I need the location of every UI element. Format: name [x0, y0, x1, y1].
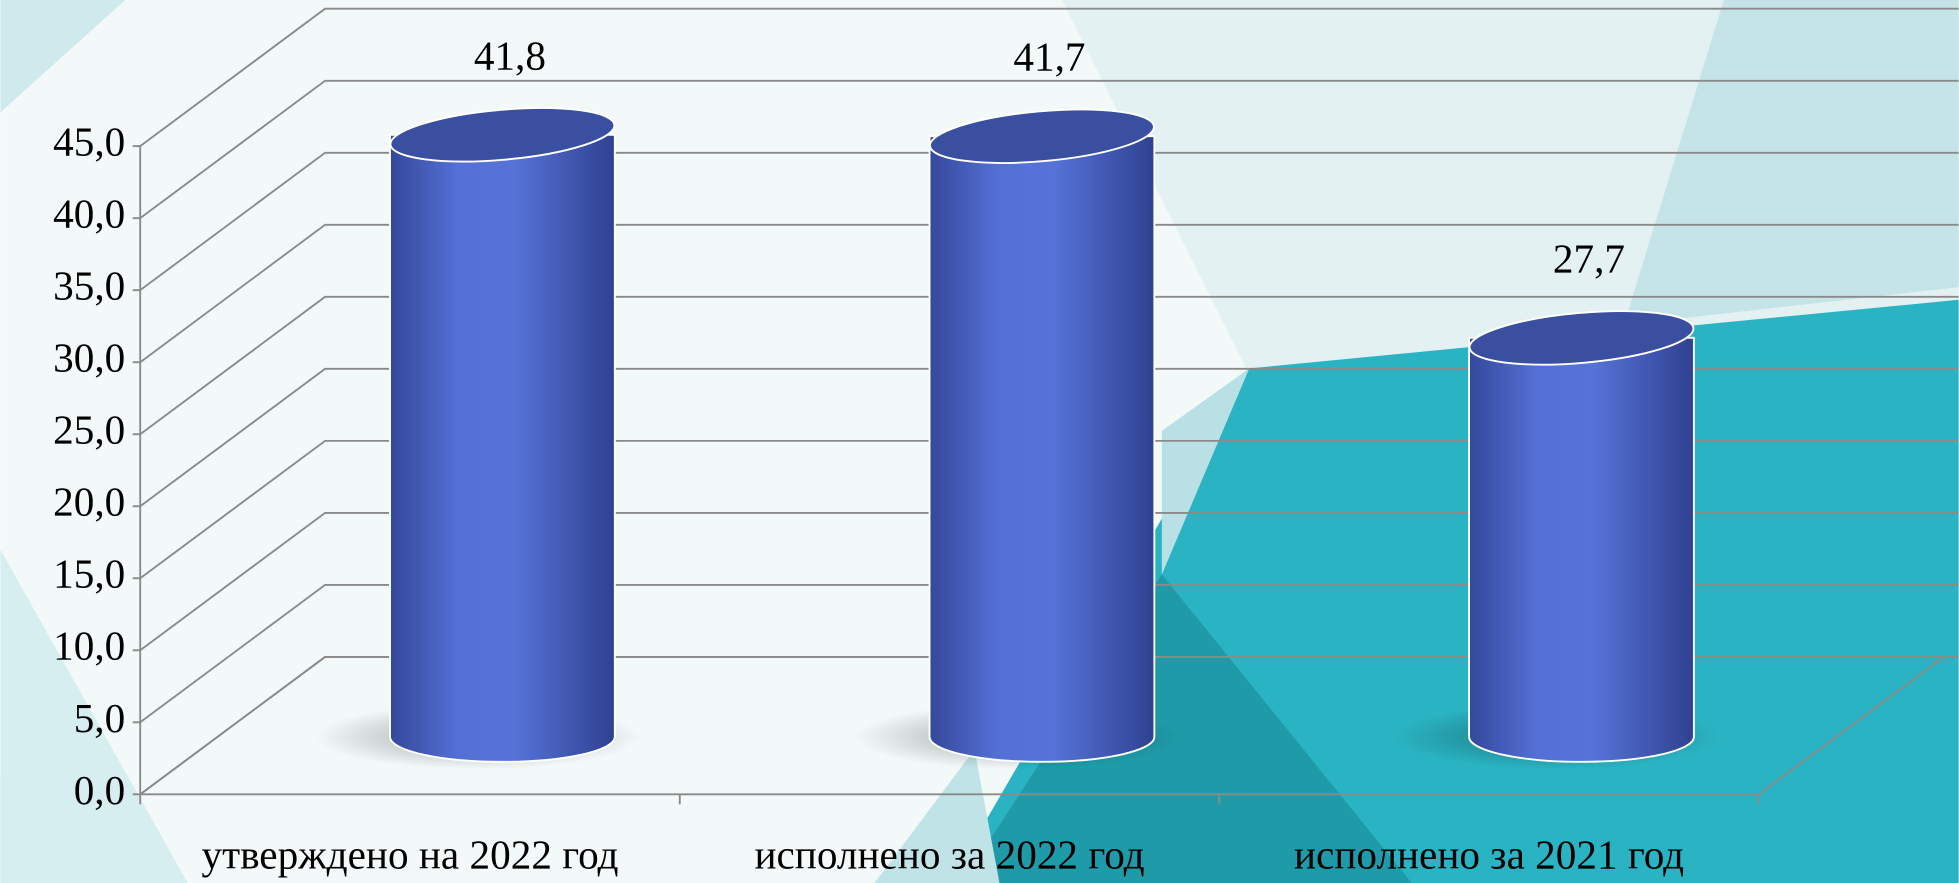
y-tick-label: 0,0 — [74, 767, 126, 813]
value-label: 41,8 — [474, 32, 546, 78]
grid-line — [139, 79, 1959, 219]
y-tick-label: 15,0 — [53, 551, 125, 597]
y-tick-label: 25,0 — [53, 407, 125, 453]
y-tick-label: 20,0 — [53, 479, 125, 525]
y-tick-label: 35,0 — [53, 263, 125, 309]
grid-line — [139, 223, 1959, 363]
axes: 0,0 5,0 10,0 15,0 20,0 25,0 30,0 35,0 40,0 45,0 ут… — [53, 7, 1959, 878]
y-tick-label: 5,0 — [74, 695, 126, 741]
grid-line — [139, 439, 1959, 580]
bar-top — [389, 107, 616, 163]
y-tick-label: 40,0 — [53, 191, 125, 237]
grid-line — [139, 583, 1959, 724]
value-label: 41,7 — [1013, 34, 1085, 80]
bar-top — [929, 108, 1155, 164]
y-tick-label: 45,0 — [53, 119, 125, 165]
value-label: 27,7 — [1553, 235, 1625, 281]
y-tick-label: 30,0 — [53, 335, 125, 381]
grid-line — [139, 7, 1959, 147]
bar — [1468, 336, 1695, 763]
bar — [928, 135, 1156, 763]
x-tick-label: исполнено за 2021 год — [1294, 832, 1684, 878]
grid-line — [139, 656, 1959, 796]
grid-line — [139, 511, 1959, 652]
bar — [389, 133, 616, 763]
grid-line — [139, 151, 1959, 291]
x-tick-label: утверждено на 2022 год — [201, 832, 618, 878]
grid-line — [139, 367, 1959, 507]
bar-top — [1468, 310, 1695, 366]
y-tick-label: 10,0 — [53, 623, 125, 669]
bars: 41,8 41,7 27,7 — [315, 32, 1719, 770]
x-tick-label: исполнено за 2022 год — [754, 832, 1144, 878]
grid-line — [139, 295, 1959, 435]
